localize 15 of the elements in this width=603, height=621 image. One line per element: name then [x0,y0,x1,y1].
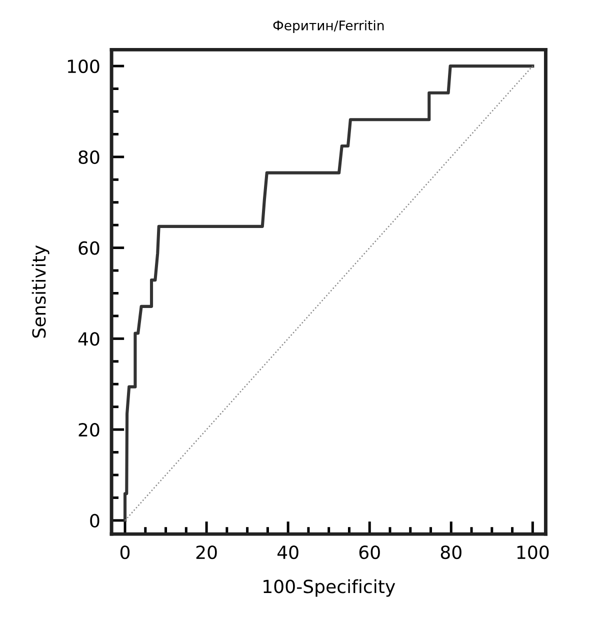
y-tick-label: 40 [78,332,100,346]
y-tick-label: 100 [68,59,100,74]
y-tick-label: 0 [90,514,100,528]
x-tick-label: 40 [277,545,298,560]
x-tick-label: 100 [517,545,549,560]
x-tick-label: 60 [359,545,380,560]
y-axis-title: Sensitivity [32,245,50,338]
x-axis-title: 100-Specificity [264,579,396,597]
y-tick-label: 80 [78,150,100,164]
chart-title: Феритин/Ferritin [273,20,384,33]
y-tick-label: 60 [78,241,100,255]
y-tick-label: 20 [78,423,100,437]
x-tick-label: 20 [196,545,217,560]
x-tick-label: 80 [440,545,462,560]
x-tick-label: 0 [120,545,130,560]
